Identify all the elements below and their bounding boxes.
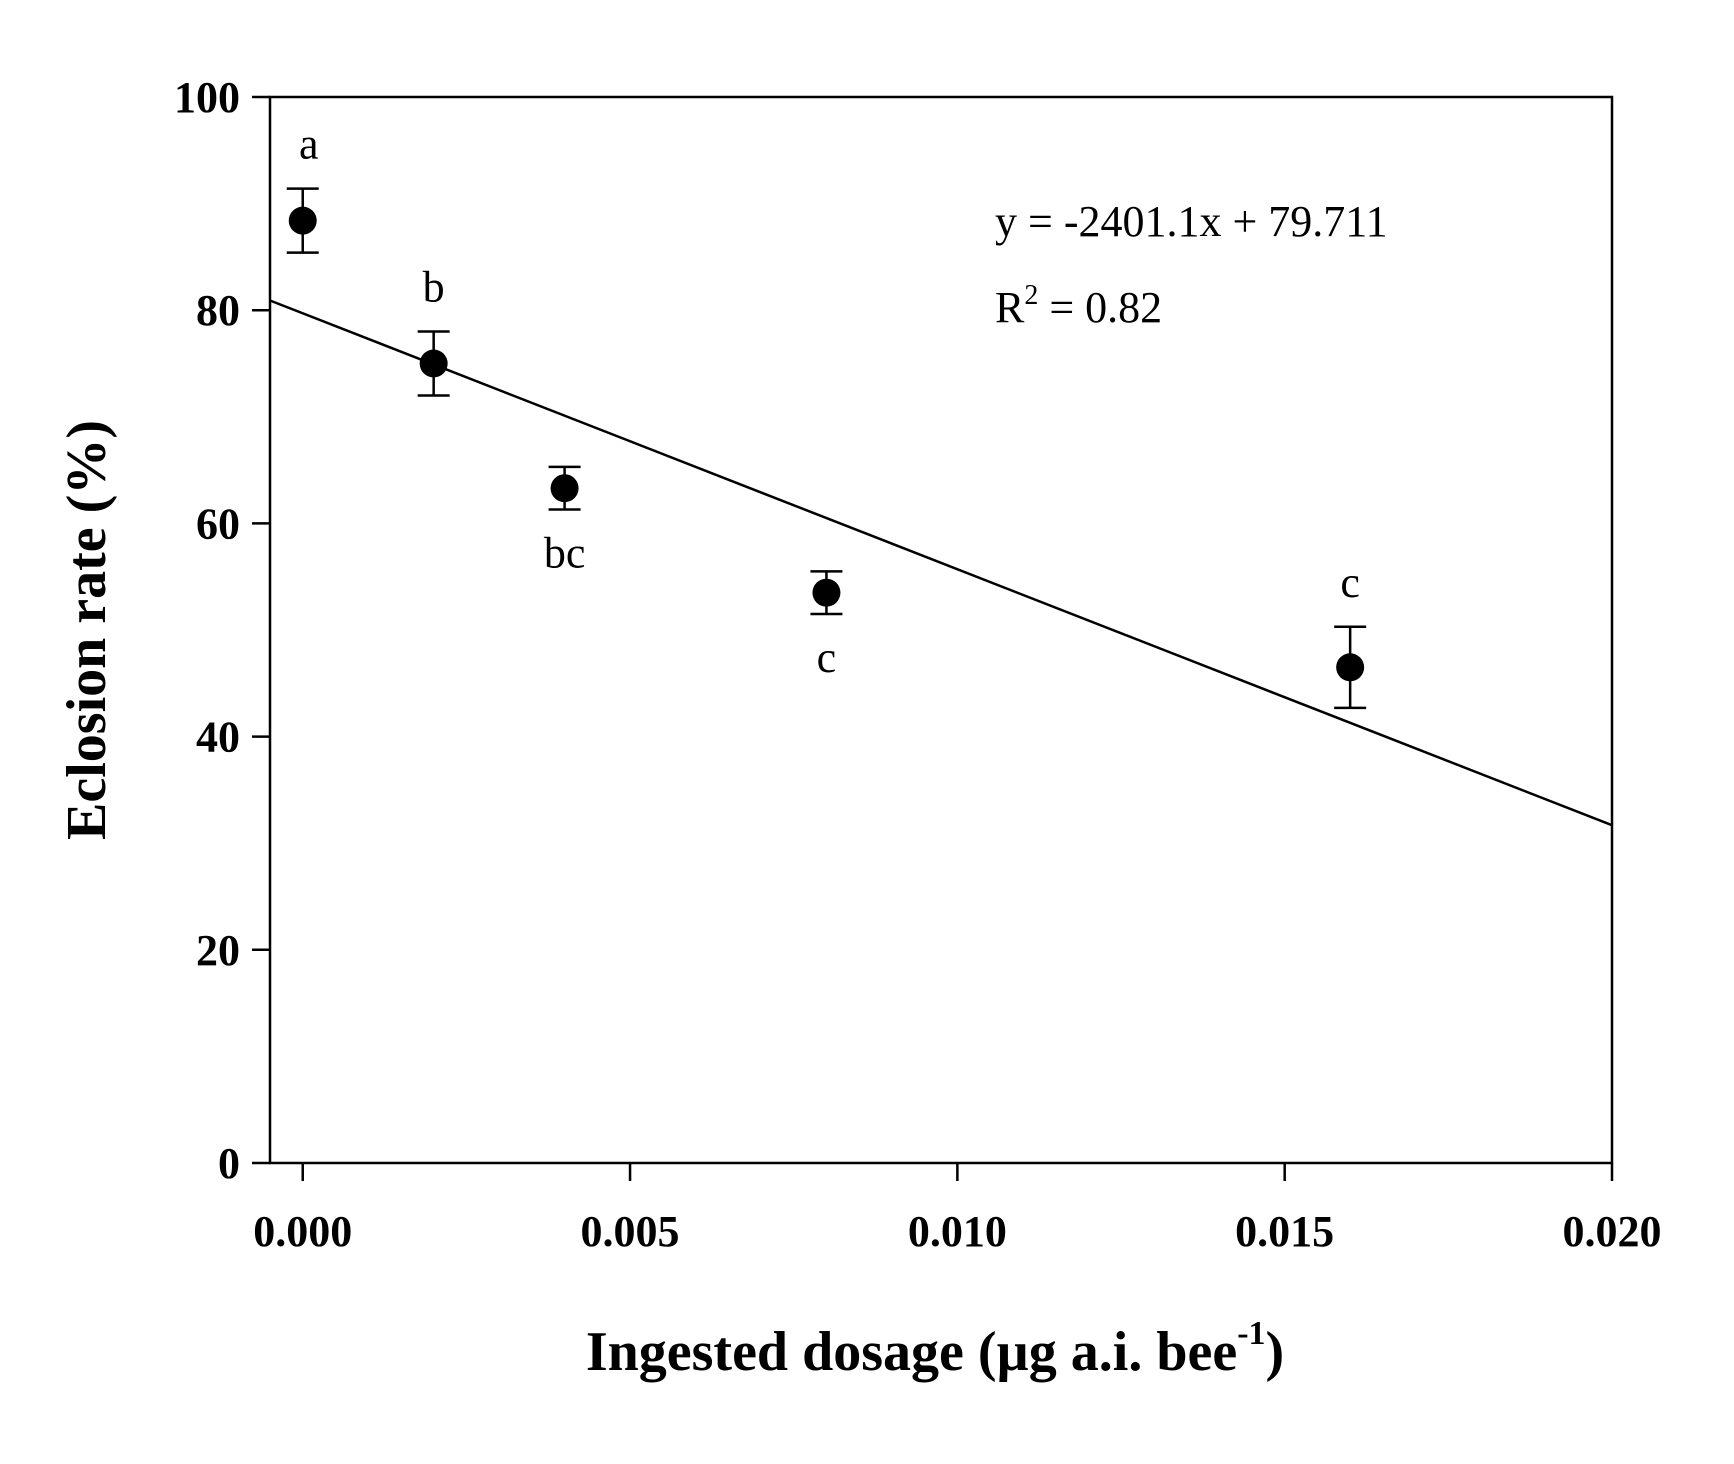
r2-prefix: R — [995, 283, 1025, 332]
y-tick-label: 80 — [196, 286, 240, 335]
axes: 0 20 40 60 80 100 0.000 0.005 0.010 0.015 0.020 — [174, 73, 1662, 1256]
significance-letter: bc — [544, 529, 586, 578]
x-axis-title-close: ) — [1266, 1321, 1285, 1383]
x-tick-label: 0.015 — [1235, 1207, 1334, 1256]
r2-value: = 0.82 — [1038, 283, 1162, 332]
x-tick-label: 0.000 — [253, 1207, 352, 1256]
plot-frame — [268, 95, 1614, 1165]
data-point — [1336, 653, 1365, 682]
y-tick-label: 60 — [196, 499, 240, 548]
data-points: a b bc c c — [286, 120, 1367, 710]
y-tick-label: 20 — [196, 926, 240, 975]
regression-group — [269, 299, 1613, 827]
y-axis-title: Eclosion rate (%) — [56, 420, 118, 840]
y-tick-label: 0 — [218, 1139, 240, 1188]
r2-label: R2 = 0.82 — [995, 280, 1162, 332]
data-point — [288, 206, 317, 235]
significance-letter: a — [299, 120, 319, 169]
x-tick-label: 0.010 — [908, 1207, 1007, 1256]
y-tick-label: 40 — [196, 713, 240, 762]
equation-label: y = -2401.1x + 79.711 — [995, 197, 1388, 246]
data-point — [550, 474, 579, 503]
x-axis-title-main: Ingested dosage (µg a.i. bee — [586, 1321, 1237, 1383]
significance-letter: b — [423, 263, 445, 312]
significance-letter: c — [817, 633, 837, 682]
regression-line — [269, 299, 1613, 827]
data-point — [419, 349, 448, 378]
x-axis-title: Ingested dosage (µg a.i. bee-1) — [586, 1315, 1284, 1383]
x-axis-title-superscript: -1 — [1237, 1315, 1265, 1352]
data-point — [812, 578, 841, 607]
y-tick-label: 100 — [174, 73, 240, 122]
r2-superscript: 2 — [1024, 280, 1038, 311]
x-tick-label: 0.020 — [1563, 1207, 1662, 1256]
significance-letter: c — [1340, 558, 1360, 607]
x-tick-label: 0.005 — [581, 1207, 680, 1256]
